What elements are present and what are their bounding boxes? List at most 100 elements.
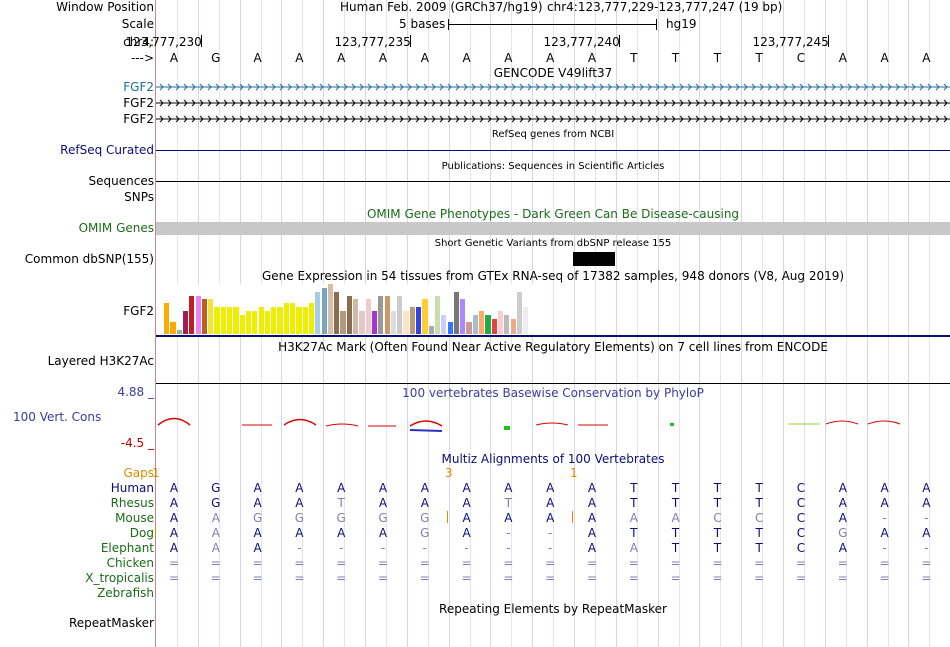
gtex-tissue-bar[interactable]	[239, 314, 245, 334]
alignment-base: C	[796, 526, 806, 540]
species-label[interactable]: Zebrafish	[97, 586, 154, 600]
strand-chevron	[663, 83, 668, 91]
strand-chevron	[359, 99, 364, 107]
gtex-tissue-bar[interactable]	[346, 295, 352, 334]
gtex-tissue-bar[interactable]	[264, 310, 271, 334]
species-label[interactable]: Chicken	[106, 556, 154, 570]
gtex-expression-chart[interactable]	[164, 284, 534, 334]
gtex-tissue-bar[interactable]	[390, 310, 397, 334]
gtex-tissue-bar[interactable]	[258, 307, 264, 334]
gtex-tissue-bar[interactable]	[327, 284, 334, 334]
species-label[interactable]: X_tropicalis	[85, 571, 154, 585]
gtex-tissue-bar[interactable]	[359, 310, 365, 334]
gtex-tissue-bar[interactable]	[233, 307, 239, 334]
gtex-tissue-bar[interactable]	[516, 291, 523, 334]
gtex-tissue-bar[interactable]	[296, 307, 302, 334]
gtex-tissue-bar[interactable]	[245, 310, 252, 334]
dbsnp-variant[interactable]	[573, 252, 615, 266]
gtex-tissue-bar[interactable]	[403, 310, 409, 334]
gtex-tissue-bar[interactable]	[290, 303, 296, 334]
gtex-tissue-bar[interactable]	[453, 291, 460, 334]
gtex-tissue-bar[interactable]	[434, 295, 441, 334]
gtex-tissue-bar[interactable]	[315, 291, 321, 334]
gtex-tissue-bar[interactable]	[170, 322, 176, 334]
gtex-tissue-bar[interactable]	[227, 307, 233, 334]
phylop-track-label[interactable]: 100 Vert. Cons	[13, 410, 102, 424]
gtex-tissue-bar[interactable]	[353, 299, 359, 334]
gencode-gene-label-2[interactable]: FGF2	[123, 96, 154, 110]
gtex-tissue-bar[interactable]	[201, 299, 208, 334]
gtex-tissue-bar[interactable]	[308, 303, 315, 334]
gtex-tissue-bar[interactable]	[252, 310, 258, 334]
gtex-tissue-bar[interactable]	[371, 310, 378, 334]
gtex-tissue-bar[interactable]	[176, 330, 182, 334]
snps-track-label[interactable]: SNPs	[124, 190, 154, 204]
gtex-tissue-bar[interactable]	[334, 291, 340, 334]
gtex-tissue-bar[interactable]	[208, 299, 214, 334]
gtex-tissue-bar[interactable]	[428, 326, 434, 334]
gtex-tissue-bar[interactable]	[416, 307, 422, 334]
strand-chevron	[855, 115, 860, 123]
gtex-track-label[interactable]: FGF2	[123, 304, 154, 318]
species-label[interactable]: Elephant	[100, 541, 154, 555]
gencode-gene-label-1[interactable]: FGF2	[123, 80, 154, 94]
phylop-signal[interactable]	[156, 410, 950, 440]
gtex-tissue-bar[interactable]	[195, 295, 201, 334]
gtex-tissue-bar[interactable]	[302, 307, 308, 334]
alignment-base: -	[380, 541, 386, 555]
strand-chevron	[215, 99, 220, 107]
species-label[interactable]: Rhesus	[110, 496, 154, 510]
gtex-tissue-bar[interactable]	[504, 314, 510, 334]
repeatmasker-track-label[interactable]: RepeatMasker	[68, 616, 154, 630]
gtex-tissue-bar[interactable]	[271, 307, 277, 334]
alignment-base: =	[586, 571, 598, 585]
gtex-tissue-bar[interactable]	[283, 303, 289, 334]
alignment-base: A	[420, 481, 429, 495]
gtex-tissue-bar[interactable]	[523, 307, 529, 334]
gencode-gene-models[interactable]	[156, 79, 950, 129]
gtex-tissue-bar[interactable]	[397, 295, 403, 334]
gtex-tissue-bar[interactable]	[214, 307, 220, 334]
gtex-tissue-bar[interactable]	[321, 287, 327, 334]
gtex-tissue-bar[interactable]	[409, 307, 415, 334]
publications-track-label[interactable]: Sequences	[88, 174, 154, 188]
assembly-title: Human Feb. 2009 (GRCh37/hg19)	[340, 0, 543, 14]
gtex-tissue-bar[interactable]	[491, 318, 497, 334]
gtex-tissue-bar[interactable]	[460, 299, 466, 334]
gtex-tissue-bar[interactable]	[510, 318, 516, 334]
gtex-tissue-bar[interactable]	[479, 310, 485, 334]
species-label[interactable]: Human	[110, 481, 154, 495]
gtex-tissue-bar[interactable]	[447, 322, 453, 334]
refseq-gene-line[interactable]	[156, 150, 950, 151]
gtex-tissue-bar[interactable]	[340, 310, 346, 334]
refseq-track-label[interactable]: RefSeq Curated	[60, 143, 154, 157]
gtex-tissue-bar[interactable]	[277, 307, 283, 334]
gtex-tissue-bar[interactable]	[466, 322, 472, 334]
gtex-tissue-bar[interactable]	[497, 310, 504, 334]
gtex-tissue-bar[interactable]	[485, 314, 491, 334]
gencode-gene-label-3[interactable]: FGF2	[123, 112, 154, 126]
gtex-tissue-bar[interactable]	[378, 295, 384, 334]
dna-base: A	[838, 51, 847, 65]
gtex-tissue-bar[interactable]	[182, 310, 189, 334]
grid-line	[762, 0, 764, 647]
gtex-tissue-bar[interactable]	[422, 299, 428, 334]
species-label[interactable]: Mouse	[115, 511, 154, 525]
gtex-tissue-bar[interactable]	[441, 314, 447, 334]
omim-track-label[interactable]: OMIM Genes	[78, 221, 154, 235]
omim-phenotype-bar[interactable]	[156, 222, 950, 235]
gtex-tissue-bar[interactable]	[164, 303, 170, 334]
alignment-base: A	[546, 511, 555, 525]
strand-chevron	[671, 115, 676, 123]
gtex-tissue-bar[interactable]	[472, 314, 478, 334]
species-label[interactable]: Dog	[129, 526, 154, 540]
strand-chevron	[871, 115, 876, 123]
publications-line[interactable]	[156, 181, 950, 182]
dbsnp-track-label[interactable]: Common dbSNP(155)	[24, 252, 154, 266]
gtex-tissue-bar[interactable]	[365, 299, 371, 334]
h3k27ac-track-label[interactable]: Layered H3K27Ac	[47, 354, 154, 368]
gtex-tissue-bar[interactable]	[189, 295, 195, 334]
gtex-tissue-bar[interactable]	[384, 295, 390, 334]
gtex-tissue-bar[interactable]	[220, 307, 226, 334]
strand-chevron	[599, 99, 604, 107]
